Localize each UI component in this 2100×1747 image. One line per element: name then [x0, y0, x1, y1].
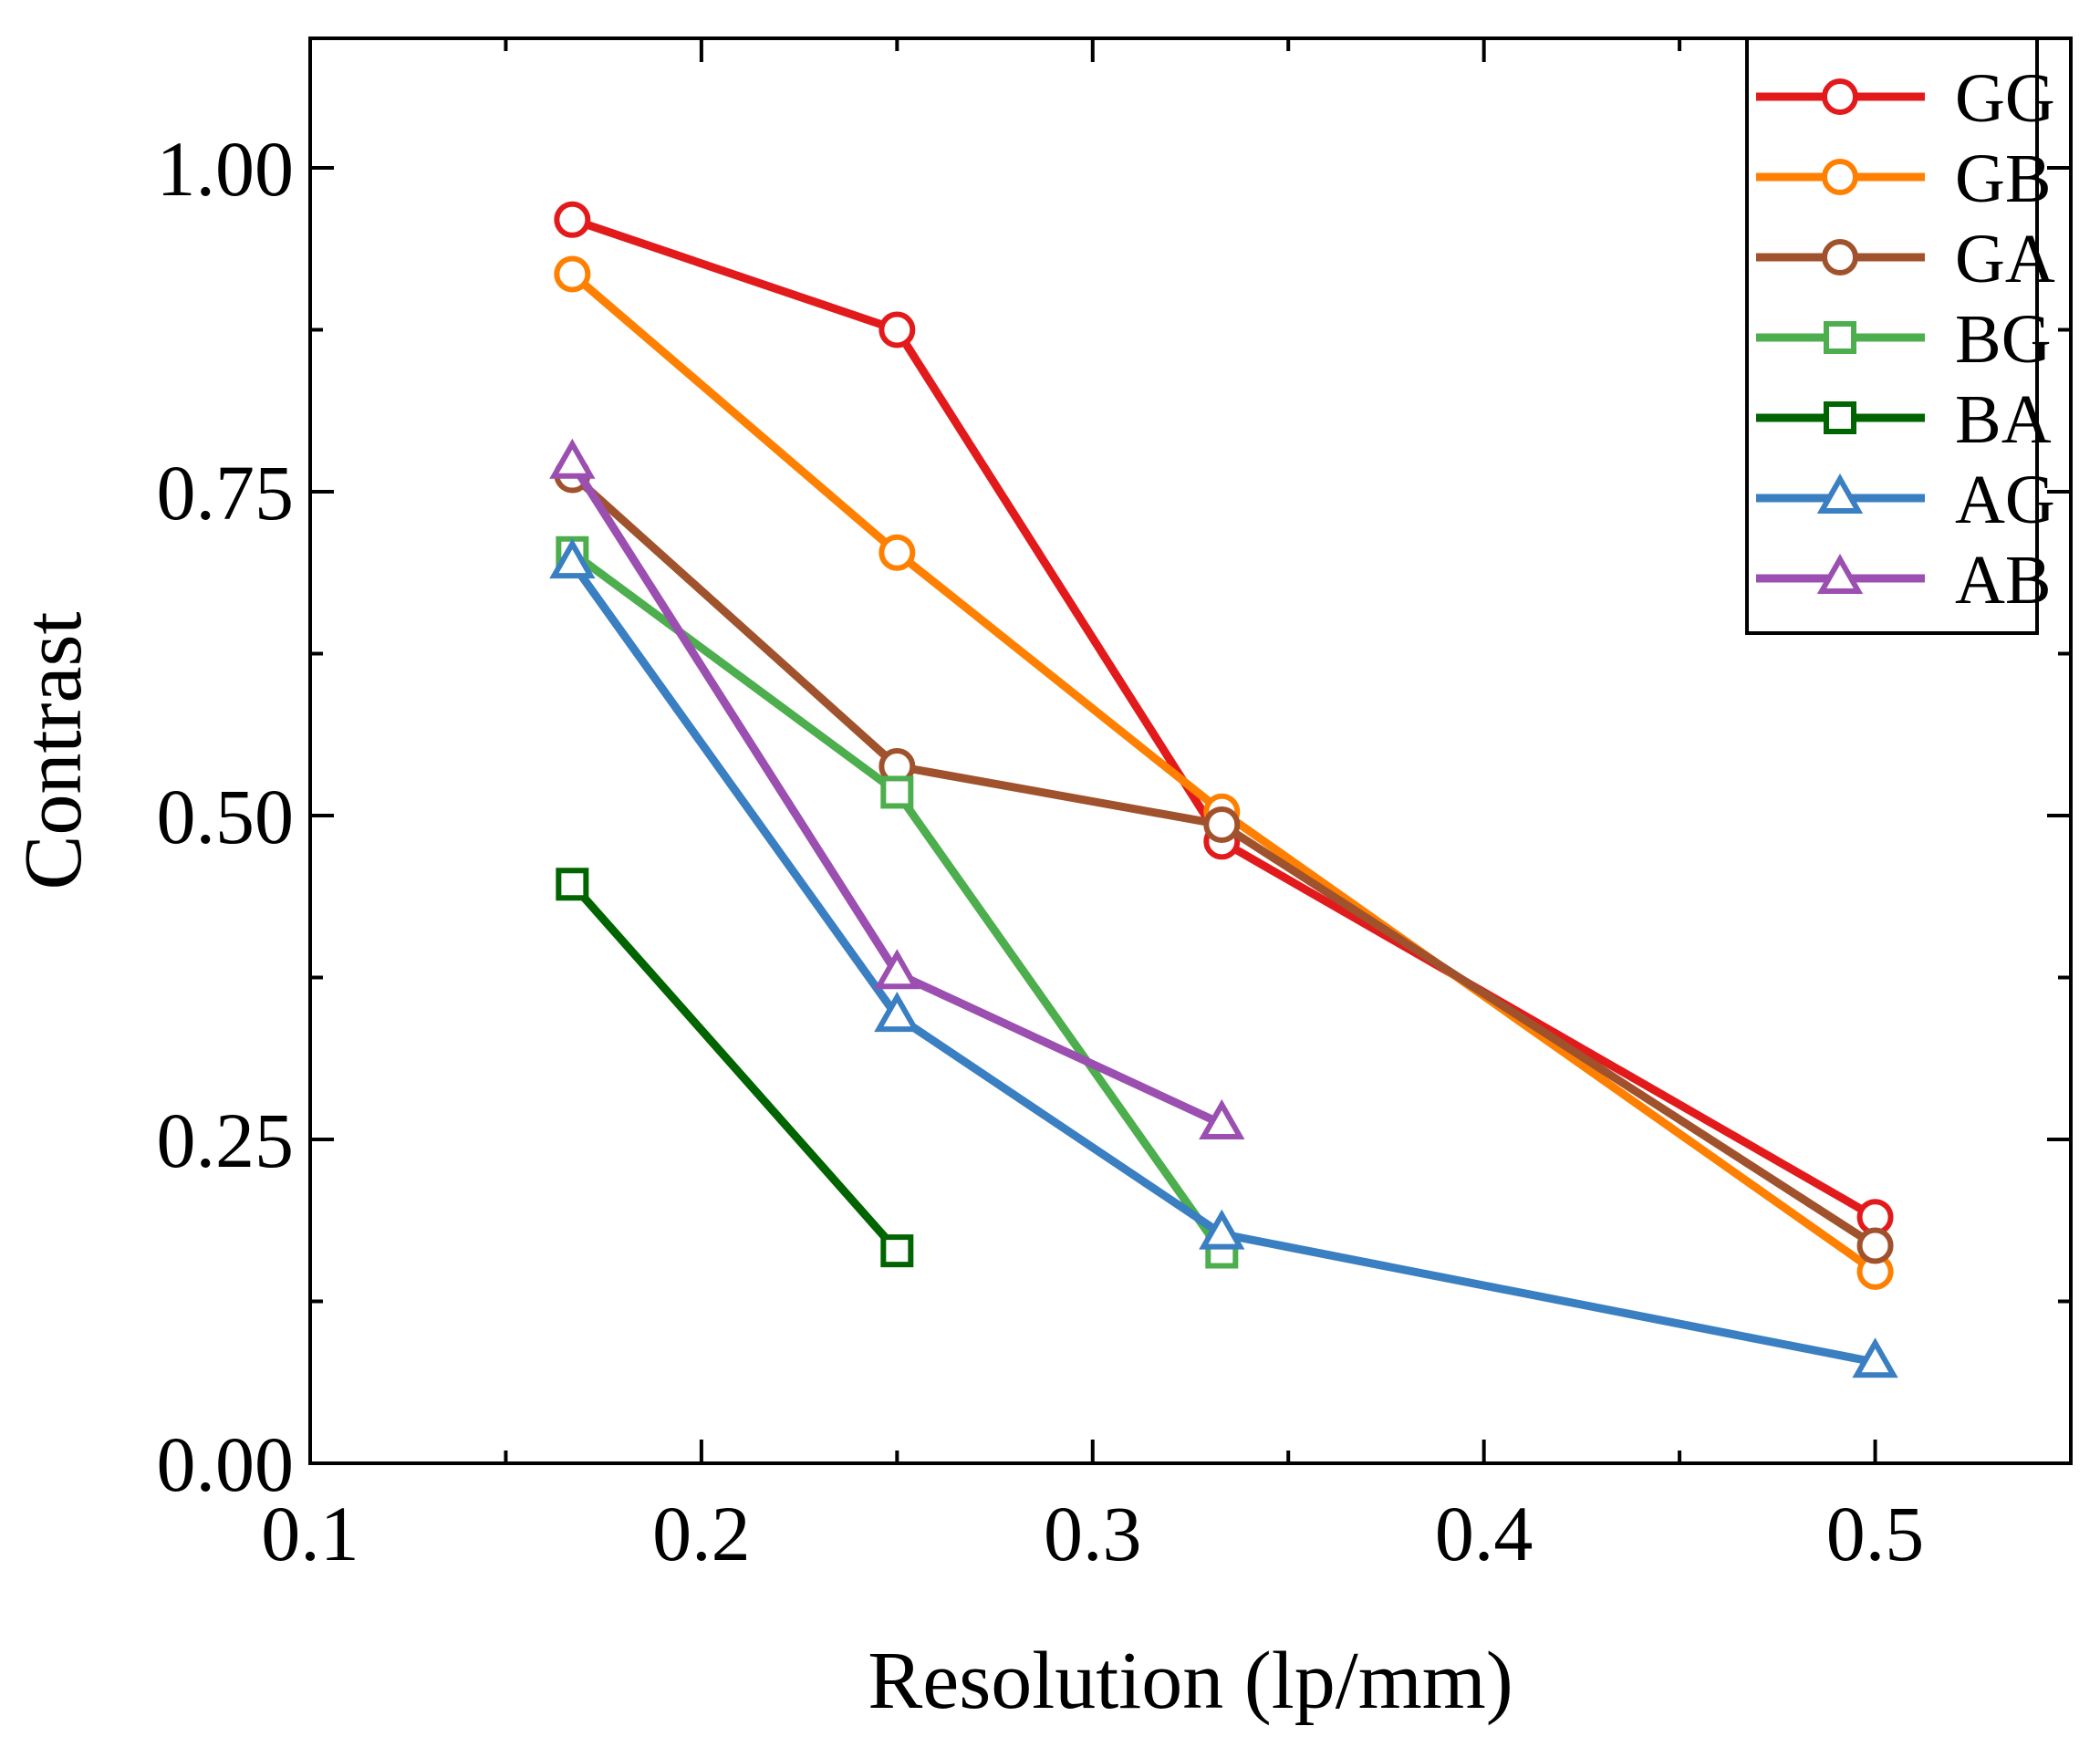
y-tick-label: 0.75: [157, 449, 295, 536]
legend-label-ba: BA: [1955, 381, 2052, 458]
legend-marker-ag: [1816, 473, 1864, 514]
legend-item-ag: AG: [1756, 462, 2055, 538]
legend-label-gg: GG: [1955, 60, 2055, 137]
legend-marker-ga: [1822, 239, 1858, 276]
x-axis-label: Resolution (lp/mm): [868, 1636, 1513, 1726]
series-line-ba: [567, 879, 901, 1255]
data-point-gg: [554, 201, 591, 238]
legend-label-ab: AB: [1955, 542, 2052, 619]
series-line-ga: [567, 471, 1880, 1250]
data-point-bg: [880, 775, 914, 809]
series-ba: [556, 868, 914, 1268]
legend-marker-ba: [1824, 401, 1856, 434]
y-tick-label: 0.00: [157, 1420, 295, 1508]
legend-item-ba: BA: [1756, 381, 2052, 458]
data-point-ag: [1199, 1209, 1245, 1250]
legend-item-gb: GB: [1756, 140, 2052, 217]
ticks-layer: [308, 38, 2073, 1465]
data-point-ag: [1852, 1337, 1898, 1378]
series-line-gg: [567, 215, 1880, 1222]
legend-marker-bg: [1824, 321, 1856, 354]
plot-frame: [308, 36, 2073, 1465]
series-ab: [549, 438, 1245, 1139]
data-point-ag: [549, 538, 596, 579]
legend-label-bg: BG: [1955, 301, 2052, 378]
y-tick-label: 0.25: [157, 1097, 295, 1184]
data-point-ag: [874, 992, 920, 1033]
data-point-ab: [549, 438, 596, 479]
legend-item-ab: AB: [1756, 542, 2052, 619]
y-axis-label: Contrast: [8, 612, 99, 890]
legend-label-ga: GA: [1955, 221, 2055, 297]
data-point-ab: [1199, 1098, 1245, 1139]
legend-marker-ab: [1816, 553, 1864, 594]
data-point-gb: [878, 534, 916, 571]
series-line-ag: [567, 558, 1880, 1367]
x-tick-label: 0.2: [652, 1490, 751, 1577]
series-line-gb: [567, 269, 1880, 1276]
data-point-gb: [554, 255, 591, 293]
legend-item-gg: GG: [1756, 60, 2055, 137]
series-layer: [549, 201, 1898, 1378]
data-point-ba: [556, 868, 589, 901]
x-tick-label: 0.5: [1826, 1490, 1925, 1577]
y-tick-label: 1.00: [157, 125, 295, 213]
legend-label-ag: AG: [1955, 462, 2055, 538]
legend-item-bg: BG: [1756, 301, 2052, 378]
legend-item-ga: GA: [1756, 221, 2055, 297]
legend-label-gb: GB: [1955, 140, 2052, 217]
legend-marker-gg: [1822, 78, 1858, 115]
data-point-ga: [1203, 806, 1241, 843]
x-tick-label: 0.3: [1044, 1490, 1142, 1577]
data-point-ga: [1856, 1227, 1894, 1264]
x-tick-label: 0.4: [1435, 1490, 1533, 1577]
data-point-ab: [874, 949, 920, 990]
data-point-gg: [878, 311, 916, 348]
data-point-ba: [880, 1234, 914, 1268]
series-ag: [549, 538, 1898, 1378]
y-tick-label: 0.50: [157, 773, 295, 860]
tick-labels-layer: 0.1 0.2 0.3 0.4 0.5 0.00 0.25 0.50 0.75 1.00: [157, 125, 1925, 1577]
legend-marker-gb: [1822, 159, 1858, 195]
x-tick-label: 0.1: [261, 1490, 359, 1577]
